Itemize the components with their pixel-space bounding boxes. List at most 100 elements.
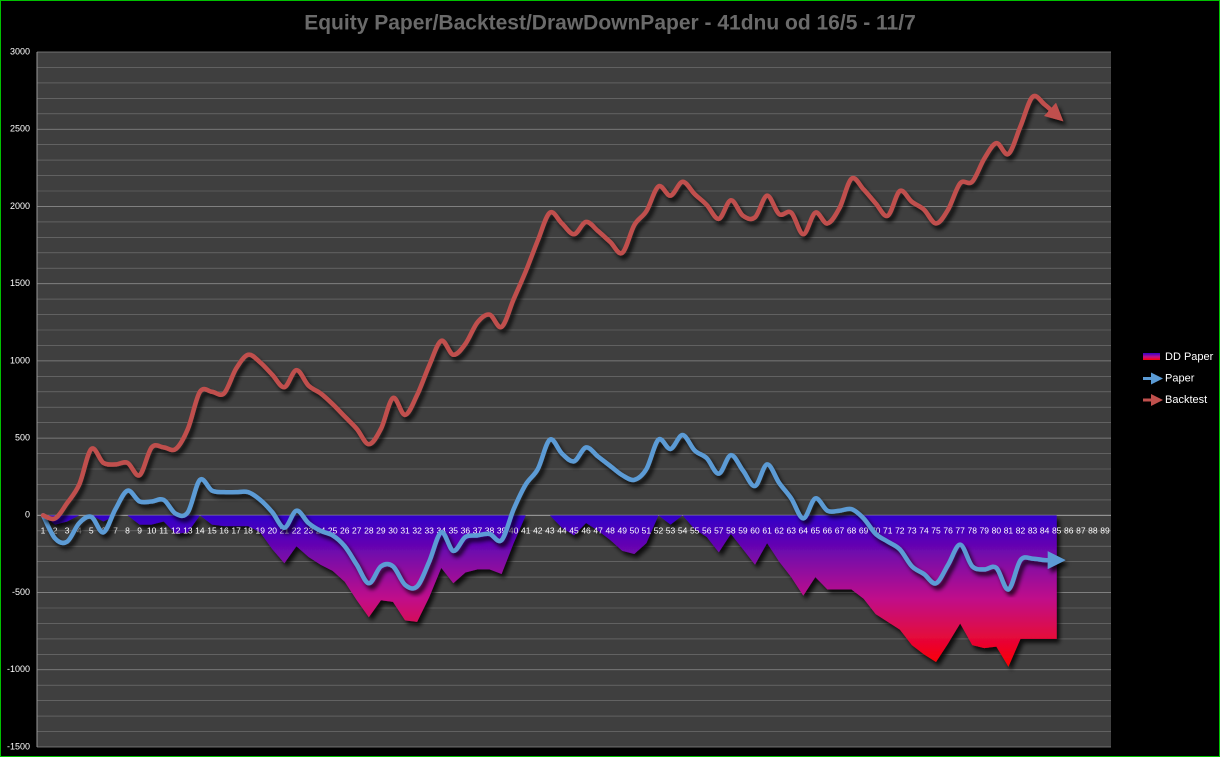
y-tick-label: 3000	[10, 46, 30, 56]
x-tick-label: 9	[137, 526, 142, 536]
x-tick-label: 31	[400, 526, 410, 536]
x-tick-label: 42	[533, 526, 543, 536]
series-line	[40, 93, 1064, 522]
y-tick-label: 1500	[10, 278, 30, 288]
legend-label: DD Paper	[1165, 351, 1214, 363]
x-tick-label: 29	[376, 526, 386, 536]
x-tick-label: 40	[509, 526, 519, 536]
x-tick-label: 25	[328, 526, 338, 536]
x-tick-label: 51	[642, 526, 652, 536]
x-tick-label: 73	[907, 526, 917, 536]
x-tick-label: 19	[256, 526, 266, 536]
x-tick-label: 7	[113, 526, 118, 536]
x-tick-label: 69	[859, 526, 869, 536]
x-tick-label: 71	[883, 526, 893, 536]
x-tick-label: 39	[497, 526, 507, 536]
x-tick-label: 61	[762, 526, 772, 536]
x-tick-label: 76	[943, 526, 953, 536]
x-tick-label: 2	[53, 526, 58, 536]
chart-title: Equity Paper/Backtest/DrawDownPaper - 41…	[304, 12, 916, 35]
x-tick-label: 87	[1076, 526, 1086, 536]
y-tick-label: 500	[15, 432, 30, 442]
x-tick-label: 37	[473, 526, 483, 536]
x-tick-label: 17	[231, 526, 241, 536]
y-tick-label: 2000	[10, 201, 30, 211]
x-tick-label: 48	[605, 526, 615, 536]
x-tick-label: 35	[449, 526, 459, 536]
x-tick-label: 26	[340, 526, 350, 536]
x-tick-label: 83	[1028, 526, 1038, 536]
x-tick-label: 46	[581, 526, 591, 536]
legend-swatch	[1143, 353, 1160, 360]
y-tick-label: 2500	[10, 124, 30, 134]
x-tick-label: 20	[268, 526, 278, 536]
x-tick-label: 85	[1052, 526, 1062, 536]
x-tick-label: 67	[835, 526, 845, 536]
x-tick-label: 57	[714, 526, 724, 536]
x-tick-label: 3	[65, 526, 70, 536]
x-tick-label: 81	[1004, 526, 1014, 536]
x-tick-label: 49	[618, 526, 628, 536]
y-tick-label: 0	[25, 510, 30, 520]
x-tick-label: 33	[424, 526, 434, 536]
y-tick-label: -500	[12, 587, 30, 597]
x-tick-label: 32	[412, 526, 422, 536]
x-tick-label: 14	[195, 526, 205, 536]
y-tick-label: -1500	[7, 741, 30, 751]
x-tick-label: 5	[89, 526, 94, 536]
x-tick-label: 70	[871, 526, 881, 536]
x-tick-label: 11	[159, 526, 168, 536]
x-tick-label: 82	[1016, 526, 1026, 536]
x-tick-label: 80	[992, 526, 1002, 536]
x-tick-label: 60	[750, 526, 760, 536]
x-tick-label: 28	[364, 526, 374, 536]
x-tick-label: 4	[77, 526, 82, 536]
x-tick-label: 53	[666, 526, 676, 536]
legend-label: Paper	[1165, 372, 1195, 384]
x-tick-label: 13	[183, 526, 193, 536]
x-tick-label: 75	[931, 526, 941, 536]
x-tick-label: 18	[243, 526, 253, 536]
x-tick-label: 15	[207, 526, 217, 536]
legend-label: Backtest	[1165, 394, 1207, 406]
x-tick-label: 86	[1064, 526, 1074, 536]
x-tick-label: 47	[593, 526, 603, 536]
x-tick-label: 27	[352, 526, 362, 536]
x-tick-label: 74	[919, 526, 929, 536]
x-tick-label: 36	[461, 526, 471, 536]
x-tick-label: 89	[1100, 526, 1110, 536]
series-line	[40, 432, 1066, 592]
x-tick-label: 79	[980, 526, 990, 536]
x-tick-label: 68	[847, 526, 857, 536]
y-tick-label: -1000	[7, 664, 30, 674]
x-tick-label: 77	[955, 526, 965, 536]
x-tick-label: 16	[219, 526, 229, 536]
drawdown-area	[43, 515, 1057, 667]
x-tick-label: 8	[125, 526, 130, 536]
x-tick-label: 56	[702, 526, 712, 536]
x-tick-label: 12	[171, 526, 181, 536]
x-tick-label: 45	[569, 526, 579, 536]
x-tick-label: 72	[895, 526, 905, 536]
x-tick-label: 41	[521, 526, 531, 536]
y-tick-label: 1000	[10, 355, 30, 365]
x-tick-label: 59	[738, 526, 748, 536]
x-tick-label: 10	[147, 526, 157, 536]
x-tick-label: 22	[292, 526, 302, 536]
x-tick-label: 65	[811, 526, 821, 536]
x-tick-label: 58	[726, 526, 736, 536]
x-tick-label: 62	[774, 526, 784, 536]
x-tick-label: 43	[545, 526, 555, 536]
x-tick-label: 50	[630, 526, 640, 536]
x-tick-label: 55	[690, 526, 700, 536]
x-tick-label: 30	[388, 526, 398, 536]
x-tick-label: 54	[678, 526, 688, 536]
x-tick-label: 64	[799, 526, 809, 536]
x-tick-label: 1	[41, 526, 46, 536]
x-tick-label: 78	[967, 526, 977, 536]
x-tick-label: 44	[557, 526, 567, 536]
x-tick-label: 63	[786, 526, 796, 536]
x-tick-label: 84	[1040, 526, 1050, 536]
x-tick-label: 52	[654, 526, 664, 536]
